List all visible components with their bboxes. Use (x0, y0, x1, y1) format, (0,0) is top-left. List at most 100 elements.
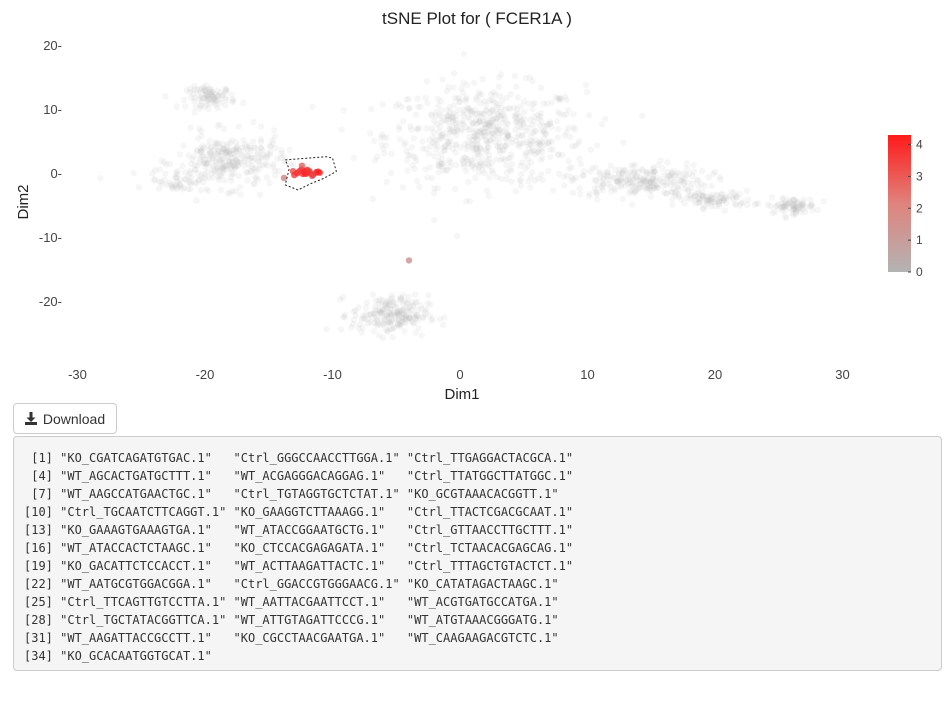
colorbar-tick-label: 2 (916, 201, 923, 215)
data-point (670, 172, 677, 180)
data-point (499, 128, 507, 135)
data-point (257, 123, 265, 130)
data-point (489, 116, 496, 124)
data-point (173, 182, 180, 189)
data-point (370, 309, 377, 317)
data-point (771, 208, 779, 215)
data-point (404, 300, 411, 307)
data-point (413, 157, 420, 165)
data-point (196, 94, 204, 102)
data-point (646, 184, 654, 191)
data-point (251, 144, 259, 152)
data-point (223, 96, 230, 104)
data-point (445, 84, 452, 91)
data-point (457, 128, 465, 135)
data-point (212, 158, 220, 165)
data-point (493, 115, 500, 123)
data-point (503, 134, 510, 142)
data-point (219, 145, 226, 152)
data-point (195, 91, 202, 99)
data-point (470, 146, 477, 154)
data-point (212, 97, 219, 105)
data-point (489, 122, 496, 129)
data-point (649, 171, 656, 178)
data-point (397, 295, 404, 302)
data-point (490, 116, 497, 123)
data-point (488, 96, 495, 104)
data-point (185, 173, 192, 180)
data-point (640, 175, 647, 182)
data-point (587, 146, 595, 153)
data-point (668, 188, 676, 196)
data-point (213, 92, 221, 99)
data-point (173, 103, 180, 110)
data-point (479, 76, 486, 83)
data-point (527, 141, 534, 148)
data-point (638, 180, 645, 187)
data-point (476, 100, 484, 107)
data-point (480, 129, 487, 136)
data-point (503, 94, 510, 102)
data-point (795, 204, 802, 211)
data-point (438, 159, 445, 167)
data-point (383, 304, 391, 311)
data-point (586, 111, 593, 119)
data-point (707, 194, 715, 202)
data-point (649, 176, 656, 183)
data-point (709, 191, 716, 199)
data-point (466, 107, 474, 114)
data-point (555, 95, 562, 103)
colorbar-tick-label: 3 (916, 169, 923, 183)
data-point (779, 207, 786, 214)
data-point (397, 307, 404, 314)
data-point (480, 117, 487, 125)
data-point (323, 326, 330, 333)
data-point (438, 156, 446, 163)
data-point (358, 329, 365, 336)
data-point (185, 152, 192, 159)
data-point (248, 154, 255, 161)
data-point (202, 87, 209, 94)
lasso-selection[interactable] (284, 156, 337, 191)
data-point (473, 145, 480, 152)
data-point (675, 169, 682, 176)
data-point (792, 204, 799, 212)
data-point (695, 200, 702, 207)
data-point (467, 125, 474, 133)
data-point (452, 141, 459, 149)
data-point (411, 313, 418, 321)
tsne-plot[interactable]: tSNE Plot for ( FCER1A ) 20-10-0--10--20… (0, 0, 952, 400)
data-point (634, 185, 642, 192)
data-point (591, 185, 598, 192)
data-point (480, 110, 488, 118)
data-point (646, 179, 653, 187)
data-point (576, 185, 583, 192)
data-point (387, 325, 394, 333)
download-button[interactable]: Download (13, 403, 117, 434)
data-point (193, 197, 200, 204)
data-point (483, 187, 491, 194)
data-point (778, 199, 785, 207)
data-point (205, 96, 212, 103)
data-point (702, 197, 709, 204)
data-point (565, 158, 572, 165)
data-point (440, 144, 447, 151)
data-point (415, 316, 422, 323)
data-point (795, 199, 802, 206)
data-point (465, 126, 472, 134)
data-point (783, 202, 790, 209)
data-point (176, 151, 184, 158)
data-point (471, 133, 478, 140)
data-point (194, 162, 201, 169)
data-point (450, 110, 457, 117)
data-point (780, 203, 787, 210)
data-point (641, 185, 649, 192)
data-point (255, 158, 262, 165)
data-point (570, 176, 577, 183)
data-point (481, 132, 488, 139)
data-point (441, 147, 448, 154)
data-point (211, 167, 218, 175)
data-point (446, 109, 454, 116)
data-point (596, 175, 603, 182)
data-point (167, 160, 174, 167)
